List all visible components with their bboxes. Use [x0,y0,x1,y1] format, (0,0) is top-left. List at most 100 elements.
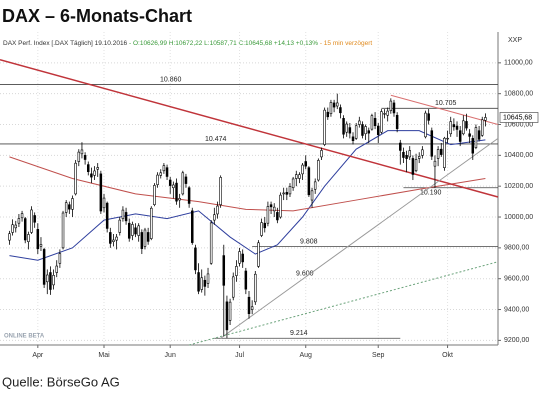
candle-body [153,185,156,205]
candle-body [241,253,244,263]
candle-body [436,149,440,159]
candle-body [468,133,471,137]
candle-body [458,130,462,142]
candle-body [474,127,478,148]
indicator-line [0,59,499,198]
header-part: - 15 min verzögert [318,40,372,47]
candle-body [298,174,301,179]
y-tick-label: 11000,00 [504,60,533,67]
candle-body [124,212,128,222]
candle-body [260,222,263,236]
candle-body [178,198,181,201]
candle-body [49,272,52,290]
y-tick-label: 9600,00 [504,276,529,283]
candle-body [87,164,90,172]
candle-body [389,100,393,111]
level-label: 9.600 [296,271,314,278]
y-tick-label: 9800,00 [504,245,529,252]
candle-body [115,236,118,241]
price-tag-label: 10645,68 [503,114,532,121]
candle-body [52,275,55,286]
candle-body [320,150,323,158]
candle-body [348,127,352,134]
candle-body [102,197,106,209]
candle-body [46,274,49,283]
header-part: - O:10626,99 H:10672,22 L:10587,71 C:106… [127,40,318,47]
candle-body [440,148,443,155]
candle-body [121,209,125,219]
y-tick-label: 10800,00 [504,91,533,98]
candle-body [168,179,172,186]
candle-body [39,244,43,247]
candle-body [329,102,333,115]
candle-body [370,115,374,130]
axis-label: XXP [508,37,522,44]
watermark: ONLINE BETA [4,334,45,340]
y-tick-label: 10600,00 [504,121,533,128]
candle-body [373,118,377,127]
candle-body [200,277,203,290]
candle-body [465,121,468,129]
candle-body [172,184,175,189]
y-tick-label: 9200,00 [504,337,529,344]
level-label: 10.860 [160,76,182,83]
candle-body [279,194,282,218]
candle-body [20,213,24,219]
candle-body [96,167,99,170]
candle-body [414,159,418,172]
candle-body [228,301,232,321]
candle-body [383,113,386,115]
candle-body [399,142,402,151]
candle-body [424,112,427,138]
candle-body [143,229,147,247]
candle-body [80,149,84,155]
source: Quelle: BörseGo AG [2,374,120,389]
candle-body [405,155,408,159]
candle-body [231,276,235,298]
candle-body [23,218,27,241]
candle-body [408,150,411,158]
candle-body [131,224,134,236]
candle-body [36,229,40,250]
level-label: 9.808 [300,238,318,245]
candle-body [165,167,169,177]
candle-body [146,232,150,242]
chart-header: DAX Perf. Index [.DAX Täglich] 19.10.201… [3,40,372,47]
candle-body [33,215,36,223]
candle-body [402,151,405,158]
candle-body [14,224,18,229]
candle-body [351,136,355,142]
candle-body [449,121,452,135]
candle-body [288,186,292,195]
candle-body [323,109,326,145]
candle-body [266,206,270,224]
level-label: 9.214 [290,330,308,337]
candle-body [367,130,371,134]
candle-body [307,167,311,196]
candle-body [105,202,109,229]
indicator-line [188,261,499,346]
candle-body [181,172,185,195]
price-tag [499,112,539,123]
candle-body [455,125,459,130]
candle-body [427,113,430,121]
candle-body [446,137,449,140]
candle-body [127,222,131,239]
candle-body [257,242,260,267]
level-label: 10.705 [435,100,457,107]
chart-title: DAX – 6-Monats-Chart [2,6,192,26]
candle-body [386,110,389,116]
level-label: 10.474 [205,136,227,143]
y-tick-label: 9400,00 [504,306,529,313]
candle-body [433,160,437,167]
candle-body [443,137,446,168]
candle-body [219,177,222,205]
candle-body [480,119,484,136]
candle-body [90,173,93,178]
candle-body [71,198,74,210]
candle-body [191,210,194,243]
candle-body [380,111,383,133]
candle-body [339,107,342,114]
candle-body [134,227,137,235]
